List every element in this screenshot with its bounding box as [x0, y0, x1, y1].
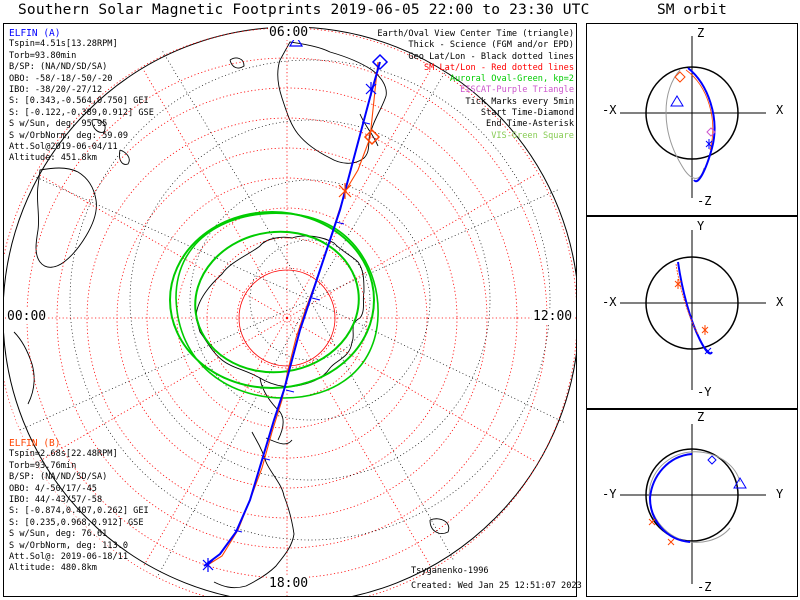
elfin-b-line: Torb=93.76min — [9, 460, 77, 471]
elfin-b-line: S: [0.235,0.968,0.912] GSE — [9, 517, 144, 528]
credits: Tsyganenko-1996 Created: Wed Jan 25 12:5… — [411, 566, 582, 592]
orbit-1-label-right: X — [776, 103, 784, 117]
auroral-oval — [169, 211, 379, 399]
elfin-a-line: S w/OrbNorm, deg: 59.09 — [9, 130, 128, 141]
legend-item: Thick - Science (FGM and/or EPD) — [408, 40, 574, 51]
elfin-a-track — [203, 61, 381, 567]
elfin-a-line: Altitude: 451.8km — [9, 153, 97, 164]
africa-coast — [35, 167, 97, 268]
legend-item: Start Time-Diamond — [480, 108, 574, 119]
legend: Earth/Oval View Center Time (triangle) T… — [377, 29, 574, 142]
elfin-a-line: Tspin=4.51s[13.28RPM] — [9, 39, 118, 50]
credit-created: Created: Wed Jan 25 12:51:07 2023 — [411, 581, 582, 591]
legend-item: Earth/Oval View Center Time (triangle) — [377, 29, 574, 39]
orbit-panel-2 — [586, 216, 798, 409]
orbit-1-label-top: Z — [697, 26, 705, 40]
orbit-3-label-top: Z — [697, 410, 705, 424]
orbit-a — [648, 453, 693, 543]
elfin-b-line: S: [-0.874,0.407,0.262] GEI — [9, 506, 149, 517]
elfin-a-start-diamond — [371, 53, 389, 71]
orbit-a — [677, 261, 713, 355]
legend-item: Tick Marks every 5min — [465, 96, 574, 107]
elfin-b-name: ELFIN (B) — [9, 438, 61, 449]
orbit-2-label-right: X — [776, 295, 784, 309]
orbit-2-label-left: -X — [602, 295, 617, 309]
legend-item: SM Lat/Lon - Red dotted lines — [423, 62, 574, 73]
elfin-a-info: ELFIN (A) Tspin=4.51s[13.28RPM] Torb=93.… — [9, 28, 154, 165]
legend-item: EISCAT-Purple Triangle — [460, 85, 574, 96]
orbit-panel-1 — [586, 23, 798, 216]
elfin-b-line: Att.Sol@: 2019-06-18/11 — [9, 552, 128, 563]
orbit-title: SM orbit — [657, 2, 727, 18]
legend-item: End Time-Asterisk — [486, 119, 574, 130]
elfin-b-line: Altitude: 480.8km — [9, 563, 97, 574]
orbit-2-label-top: Y — [697, 219, 705, 233]
orbit-3-label-left: -Y — [602, 487, 617, 501]
elfin-a-end-asterisk — [202, 82, 377, 572]
credit-author: Tsyganenko-1996 — [411, 566, 489, 576]
elfin-a-line: IBO: -38/20/-27/12 — [9, 85, 103, 96]
elfin-b-start-diamond — [363, 128, 381, 146]
orbit-b — [685, 69, 714, 151]
elfin-b-info: ELFIN (B) Tspin=2.68s[22.48RPM] Torb=93.… — [9, 438, 149, 575]
orbit-b — [675, 263, 699, 335]
legend-item: VIS-Green Square — [491, 130, 574, 141]
elfin-a-line: OBO: -58/-18/-50/-20 — [9, 73, 113, 84]
clock-label-right: 12:00 — [532, 309, 574, 324]
elfin-b-line: IBO: 44/-43/57/-58 — [9, 495, 103, 506]
earth-circle — [645, 66, 739, 160]
elfin-a-line: Torb=93.80min — [9, 50, 77, 61]
elfin-a-line: B/SP: (NA/ND/SD/SA) — [9, 62, 108, 73]
elfin-b-end-asterisk — [338, 183, 352, 199]
orbit-1-label-bottom: -Z — [697, 194, 712, 208]
main-title: Southern Solar Magnetic Footprints 2019-… — [18, 2, 590, 18]
clock-label-left: 00:00 — [6, 309, 48, 324]
coastlines — [13, 41, 450, 589]
orbit-panel-2-plot — [620, 230, 766, 390]
orbit-3-label-right: Y — [776, 487, 784, 501]
elfin-a-line: S: [-0.122,-0.389,0.912] GSE — [9, 107, 154, 118]
geo-grid — [19, 29, 576, 591]
elfin-b-line: Tspin=2.68s[22.48RPM] — [9, 449, 118, 460]
elfin-b-line: B/SP: (NA/ND/SD/SA) — [9, 472, 108, 483]
elfin-a-line: Att.Sol@2019-06-04/11 — [9, 142, 118, 153]
clock-label-bottom: 18:00 — [268, 576, 310, 591]
clock-label-top: 06:00 — [268, 25, 310, 40]
orbit-2-label-bottom: -Y — [697, 385, 712, 399]
australia-coast — [277, 41, 387, 164]
orbit-3-label-bottom: -Z — [697, 580, 712, 594]
elfin-b-line: S w/OrbNorm, deg: 113.0 — [9, 540, 128, 551]
map-frame — [3, 23, 577, 597]
orbit-panel-3 — [586, 409, 798, 597]
elfin-a-line: S w/Sun, deg: 95.95 — [9, 119, 108, 130]
orbit-panel-1-plot — [620, 36, 766, 198]
legend-item: Auroral Oval-Green, kp=2 — [449, 74, 574, 85]
elfin-a-name: ELFIN (A) — [9, 28, 61, 39]
orbit-a — [687, 67, 716, 183]
elfin-b-line: OBO: 4/-50/17/-45 — [9, 483, 97, 494]
orbit-1-label-left: -X — [602, 103, 617, 117]
south-america-coast — [213, 431, 295, 589]
orbit-panel-3-plot — [620, 424, 766, 584]
view-center-triangle — [288, 34, 304, 47]
elfin-a-line: S: [0.343,-0.564,0.750] GEI — [9, 96, 149, 107]
elfin-b-line: S w/Sun, deg: 76.61 — [9, 529, 108, 540]
elfin-a-ticks — [233, 121, 371, 533]
legend-item: Geo Lat/Lon - Black dotted lines — [408, 51, 574, 62]
